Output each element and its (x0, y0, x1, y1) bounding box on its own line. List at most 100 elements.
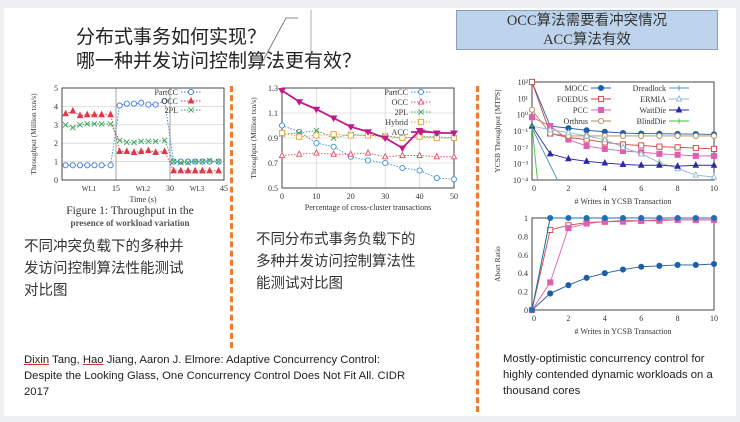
left-desc-line: 不同冲突负载下的多种并 (24, 239, 184, 255)
data-point (398, 145, 407, 152)
series-blinddie (531, 217, 714, 311)
x-tick-label: 20 (347, 192, 355, 201)
x-tick-label: 10 (710, 314, 718, 323)
data-point (184, 158, 192, 165)
y-tick-label: 3 (54, 121, 58, 130)
legend-label: Hybrid (385, 118, 408, 127)
workload-label: WL1 (82, 185, 97, 193)
data-point (529, 123, 535, 129)
data-point (206, 166, 213, 174)
series-line (531, 126, 538, 181)
data-point (565, 225, 572, 232)
data-point (123, 100, 130, 107)
data-point (692, 214, 699, 222)
data-point (199, 158, 206, 165)
author-link[interactable]: Hao (82, 354, 104, 366)
data-point (330, 131, 337, 138)
legend-marker (187, 88, 195, 96)
x-tick-label: 0 (532, 314, 536, 323)
data-point (528, 114, 536, 121)
y-tick-label: 1.3 (268, 84, 278, 93)
data-point (215, 166, 222, 174)
data-point (710, 152, 718, 159)
data-point (416, 167, 423, 174)
y-tick-label: 0.2 (518, 288, 528, 297)
data-point (565, 128, 572, 136)
data-point (710, 214, 718, 222)
data-point (656, 161, 663, 168)
data-point (116, 147, 123, 155)
data-point (185, 159, 191, 166)
x-tick-label: 10 (710, 184, 718, 193)
data-point (278, 87, 286, 95)
data-point (638, 142, 645, 149)
citation-right: Mostly-optimistic concurrency control fo… (503, 351, 737, 399)
author-link[interactable]: Dixin (24, 354, 50, 366)
y-axis-label: YCSB Throughput [MTPS] (493, 89, 502, 172)
data-point (278, 122, 286, 129)
data-point (637, 161, 645, 168)
data-point (601, 145, 608, 152)
y-tick-label: 10⁻⁴ (513, 176, 528, 185)
y-tick-label: 1 (524, 214, 528, 223)
citation-line-1: Dixin Tang, Hao Jiang, Aaron J. Elmore: … (24, 352, 474, 368)
left-description: 不同冲突负载下的多种并 发访问控制算法性能测试 对比图 (24, 236, 184, 302)
data-point (69, 162, 76, 169)
data-point (692, 152, 699, 159)
legend-label: PCC (573, 106, 588, 115)
data-point (145, 146, 152, 154)
data-point (206, 158, 213, 165)
legend-marker (675, 94, 683, 102)
x-tick-label: 2 (566, 184, 570, 193)
data-point (433, 174, 440, 182)
data-point (83, 110, 91, 118)
data-point (107, 110, 114, 118)
data-point (656, 262, 663, 269)
series-line (281, 89, 454, 150)
data-point (137, 147, 145, 155)
data-point (215, 158, 222, 165)
figure-caption-line-1: Figure 1: Throughput in the (66, 205, 194, 217)
y-tick-label: 0.7 (268, 159, 278, 168)
data-point (177, 158, 184, 165)
data-point (364, 148, 372, 156)
data-point (399, 134, 406, 142)
callout-line-1: OCC算法需要看冲突情况 (506, 13, 668, 29)
data-point (278, 151, 286, 159)
data-point (638, 132, 645, 139)
legend-label: Orthrus (564, 117, 588, 126)
citation-line-2: Despite the Looking Glass, One Concurren… (24, 370, 406, 382)
data-point (170, 158, 177, 165)
data-point (76, 162, 84, 169)
legend-marker (597, 95, 605, 103)
data-point (692, 261, 699, 268)
data-point (313, 148, 320, 156)
y-tick-label: 10² (518, 78, 529, 87)
data-point (399, 164, 406, 172)
data-point (432, 130, 441, 137)
data-point (295, 150, 303, 157)
slide-title-line-1: 分布式事务如何实现？ (76, 26, 267, 48)
x-tick-label: 4 (603, 184, 607, 193)
data-point (278, 129, 286, 137)
citation-right-line: thousand cores (503, 385, 581, 397)
data-point (330, 143, 337, 150)
x-tick-label: 8 (676, 184, 680, 193)
y-tick-label: 10⁻² (513, 143, 528, 152)
series-ermia (528, 121, 718, 180)
data-point (84, 162, 91, 169)
data-point (547, 279, 554, 286)
plot-frame (531, 217, 715, 311)
data-point (161, 97, 168, 104)
data-point (91, 120, 98, 127)
data-point (191, 166, 199, 174)
data-point (116, 137, 123, 144)
legend-marker (676, 85, 682, 91)
data-point (295, 99, 304, 106)
data-point (91, 162, 98, 169)
data-point (637, 149, 645, 157)
slide-title-line-2: 哪一种并发访问控制算法更有效？ (76, 50, 362, 72)
legend-label: ACC (392, 128, 408, 137)
y-tick-label: 0.4 (518, 269, 528, 278)
